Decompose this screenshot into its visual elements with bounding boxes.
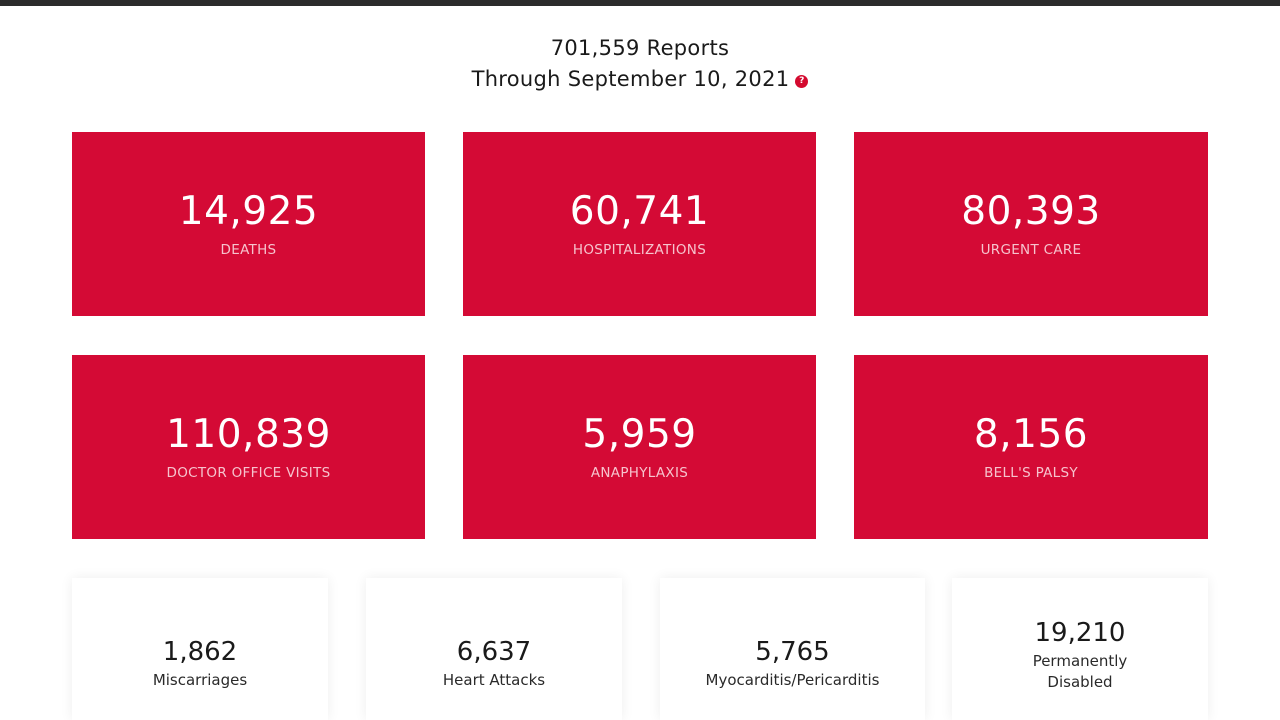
stat-label: Heart Attacks: [442, 671, 546, 689]
stat-value: 5,765: [755, 637, 830, 667]
card-value: 60,741: [569, 189, 710, 234]
card-value: 5,959: [582, 412, 697, 457]
stat-value: 6,637: [456, 637, 532, 667]
card-value: 80,393: [961, 189, 1101, 234]
help-question-icon[interactable]: ?: [795, 74, 809, 88]
through-date-line: Through September 10, 2021?: [0, 64, 1280, 95]
top-bar: [0, 0, 1280, 6]
stat-miscarriages: 1,862 Miscarriages: [72, 578, 328, 720]
card-value: 14,925: [178, 189, 319, 234]
card-label: HOSPITALIZATIONS: [572, 242, 707, 258]
card-label: URGENT CARE: [980, 242, 1082, 258]
card-value: 8,156: [973, 412, 1089, 457]
card-value: 110,839: [166, 412, 331, 457]
stat-label-line-2: Disabled: [1047, 673, 1113, 691]
reports-count: 701,559 Reports: [550, 36, 730, 60]
stat-label: Miscarriages: [152, 671, 248, 689]
report-header: 701,559 Reports Through September 10, 20…: [0, 33, 1280, 95]
stat-permanently-disabled: 19,210 Permanently Disabled: [952, 578, 1208, 720]
card-label: DOCTOR OFFICE VISITS: [166, 465, 331, 481]
through-date: Through September 10, 2021: [471, 67, 790, 91]
stat-label: Myocarditis/Pericarditis: [705, 671, 880, 689]
card-label: ANAPHYLAXIS: [590, 465, 689, 481]
stat-myocarditis-pericarditis: 5,765 Myocarditis/Pericarditis: [660, 578, 925, 720]
stat-card-urgent-care: 80,393 URGENT CARE: [854, 132, 1208, 316]
stat-value: 1,862: [162, 637, 238, 667]
stat-label-line-1: Permanently: [1032, 652, 1128, 670]
card-label: DEATHS: [220, 242, 277, 258]
stat-card-doctor-office-visits: 110,839 DOCTOR OFFICE VISITS: [72, 355, 425, 539]
stat-card-deaths: 14,925 DEATHS: [72, 132, 425, 316]
stat-heart-attacks: 6,637 Heart Attacks: [366, 578, 622, 720]
card-label: BELL'S PALSY: [984, 465, 1078, 481]
stat-card-hospitalizations: 60,741 HOSPITALIZATIONS: [463, 132, 816, 316]
stat-card-anaphylaxis: 5,959 ANAPHYLAXIS: [463, 355, 816, 539]
stat-card-bells-palsy: 8,156 BELL'S PALSY: [854, 355, 1208, 539]
stat-value: 19,210: [1034, 618, 1126, 648]
